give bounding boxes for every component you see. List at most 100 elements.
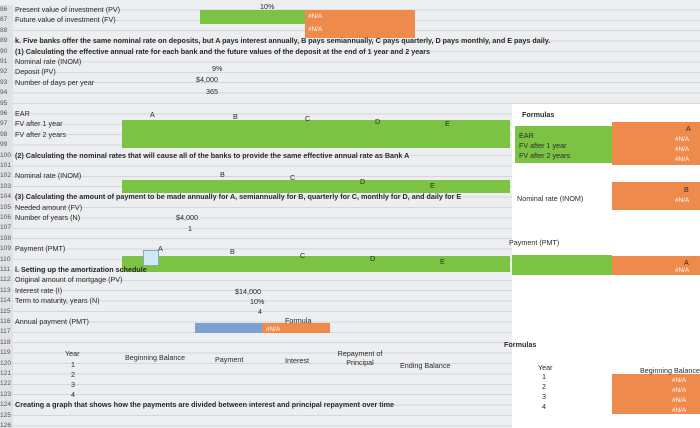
row-label: Nominal rate (INOM) <box>15 57 82 66</box>
row-number: 115 <box>0 306 13 317</box>
column-header: A <box>158 244 163 253</box>
cell-value: $14,000 <box>235 287 261 296</box>
row-label: (2) Calculating the nominal rates that w… <box>15 150 410 160</box>
panel-title: Formulas <box>504 340 537 349</box>
panel-value: 1 <box>542 372 546 381</box>
cell-value: $4,000 <box>176 213 198 222</box>
panel-value: #N/A <box>672 377 687 384</box>
row-label: Present value of investment (PV) <box>15 5 121 14</box>
year-value: 2 <box>71 370 75 379</box>
blue-cell <box>195 323 262 333</box>
row-number: 116 <box>0 317 13 328</box>
cell-value: #N/A <box>266 326 281 333</box>
panel-value: #N/A <box>672 387 687 394</box>
orange-cell <box>612 374 700 414</box>
row-number: 110 <box>0 254 13 265</box>
row-number: 102 <box>0 171 13 182</box>
orange-cell <box>262 323 330 333</box>
green-range <box>122 180 510 193</box>
cell-value: #N/A <box>308 26 323 33</box>
panel-value: #N/A <box>672 397 687 404</box>
panel-value: 4 <box>542 402 546 411</box>
cell-value: 10% <box>250 297 265 306</box>
column-header: A <box>150 110 155 119</box>
row-number: 126 <box>0 421 13 428</box>
row-number: 104 <box>0 192 13 203</box>
cell-value: $4,000 <box>196 75 218 84</box>
row-number: 124 <box>0 400 13 411</box>
panel-value: #N/A <box>675 267 690 274</box>
cursor-icon <box>143 250 159 266</box>
green-cell <box>512 255 612 275</box>
row-number: 103 <box>0 181 13 193</box>
row-label: EAR <box>15 109 30 118</box>
panel-header: Beginning Balance <box>640 366 700 375</box>
row-number: 88 <box>0 25 13 37</box>
row-number: 106 <box>0 213 13 224</box>
column-header: E <box>445 119 450 128</box>
year-value: 1 <box>71 360 75 369</box>
row-number: 112 <box>0 275 13 286</box>
panel-header: A <box>686 124 691 133</box>
row-label: Needed amount (FV) <box>15 202 83 212</box>
panel-header: Year <box>538 363 553 372</box>
column-header: D <box>375 117 381 126</box>
row-label: FV after 2 years <box>15 129 67 139</box>
column-header: D <box>370 254 376 263</box>
row-label: Annual payment (PMT) <box>15 317 89 326</box>
row-label: (1) Calculating the effective annual rat… <box>15 46 430 56</box>
row-number: 117 <box>0 327 13 338</box>
column-header: B <box>220 170 225 179</box>
row-number: 123 <box>0 389 13 401</box>
panel-header: B <box>684 185 689 194</box>
schedule-header: Ending Balance <box>400 361 451 370</box>
column-header: D <box>360 177 366 186</box>
panel-value: #N/A <box>675 197 690 204</box>
panel-title: Formulas <box>522 110 555 119</box>
row-number: 125 <box>0 410 13 421</box>
column-header: C <box>290 173 296 182</box>
row-label: k. Five banks offer the same nominal rat… <box>15 36 551 46</box>
schedule-header: Beginning Balance <box>125 353 185 362</box>
column-header: E <box>430 181 435 190</box>
row-number: 89 <box>0 36 13 47</box>
cell-value: 9% <box>212 64 223 73</box>
row-label: Payment (PMT) <box>15 244 66 254</box>
green-range <box>122 256 510 272</box>
row-label: Interest rate (I) <box>15 285 63 295</box>
schedule-header: Interest <box>285 356 309 365</box>
panel-value: #N/A <box>675 156 690 163</box>
row-label: (3) Calculating the amount of payment to… <box>15 192 462 202</box>
orange-cell <box>612 256 700 275</box>
row-number: 108 <box>0 233 13 245</box>
row-number: 109 <box>0 244 13 255</box>
row-number: 107 <box>0 223 13 234</box>
row-number: 98 <box>0 129 13 141</box>
cell-value: 365 <box>206 87 218 96</box>
row-number: 118 <box>0 337 13 349</box>
row-number: 120 <box>0 358 13 369</box>
panel-label: FV after 1 year <box>519 141 567 150</box>
row-number: 121 <box>0 369 13 380</box>
row-number: 86 <box>0 5 13 16</box>
column-header: B <box>233 112 238 121</box>
row-label: Future value of investment (FV) <box>15 15 116 25</box>
row-label: Term to maturity, years (N) <box>15 296 100 306</box>
panel-value: #N/A <box>675 146 690 153</box>
panel-label: EAR <box>519 131 534 140</box>
year-value: 3 <box>71 380 75 389</box>
panel-value: #N/A <box>672 407 687 414</box>
schedule-header: Repayment of Principal <box>337 349 383 367</box>
cell-value: 4 <box>258 307 262 316</box>
cell-value: 10% <box>260 2 275 11</box>
column-header: C <box>305 114 311 123</box>
panel-value: 2 <box>542 382 546 391</box>
green-range <box>122 120 510 148</box>
row-number: 87 <box>0 15 13 26</box>
panel-value: #N/A <box>675 136 690 143</box>
panel-label: FV after 2 years <box>519 151 571 160</box>
row-label: Number of years (N) <box>15 213 81 222</box>
row-number: 92 <box>0 67 13 78</box>
row-label: Number of days per year <box>15 77 95 87</box>
